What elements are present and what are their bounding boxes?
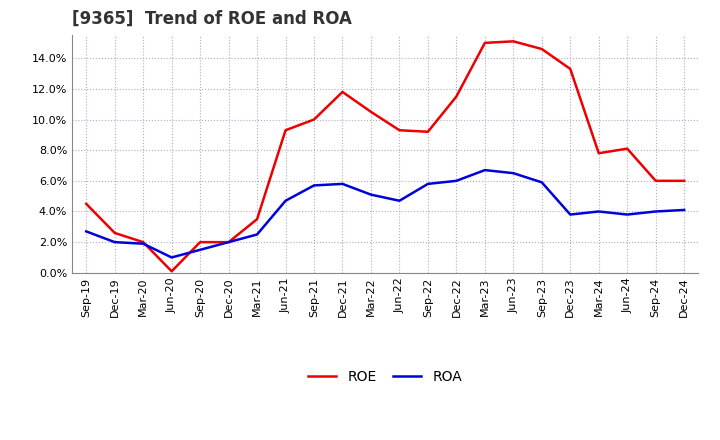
ROA [566, 212, 575, 217]
ROE [509, 39, 518, 44]
ROA [310, 183, 318, 188]
ROE [139, 239, 148, 245]
ROA [423, 181, 432, 187]
ROE [282, 128, 290, 133]
ROA [110, 239, 119, 245]
ROA [480, 168, 489, 173]
ROE [452, 94, 461, 99]
ROE [167, 269, 176, 274]
ROE [395, 128, 404, 133]
ROA [680, 207, 688, 213]
ROA [509, 171, 518, 176]
ROA [225, 239, 233, 245]
ROA [167, 255, 176, 260]
ROA [652, 209, 660, 214]
ROE [196, 239, 204, 245]
Legend: ROE, ROA: ROE, ROA [303, 364, 467, 389]
ROE [566, 66, 575, 72]
ROE [82, 201, 91, 206]
ROA [623, 212, 631, 217]
ROE [423, 129, 432, 134]
ROA [338, 181, 347, 187]
ROE [680, 178, 688, 183]
ROE [595, 150, 603, 156]
ROE [338, 89, 347, 95]
ROA [82, 229, 91, 234]
ROA [395, 198, 404, 203]
ROE [253, 216, 261, 222]
ROA [139, 241, 148, 246]
ROE [623, 146, 631, 151]
Line: ROA: ROA [86, 170, 684, 257]
ROE [366, 109, 375, 114]
ROA [282, 198, 290, 203]
ROE [225, 239, 233, 245]
ROE [480, 40, 489, 45]
ROE [537, 46, 546, 51]
ROA [537, 180, 546, 185]
ROE [310, 117, 318, 122]
ROA [196, 247, 204, 253]
ROA [253, 232, 261, 237]
ROA [595, 209, 603, 214]
ROA [452, 178, 461, 183]
Text: [9365]  Trend of ROE and ROA: [9365] Trend of ROE and ROA [72, 10, 352, 28]
ROE [110, 230, 119, 235]
Line: ROE: ROE [86, 41, 684, 271]
ROE [652, 178, 660, 183]
ROA [366, 192, 375, 197]
